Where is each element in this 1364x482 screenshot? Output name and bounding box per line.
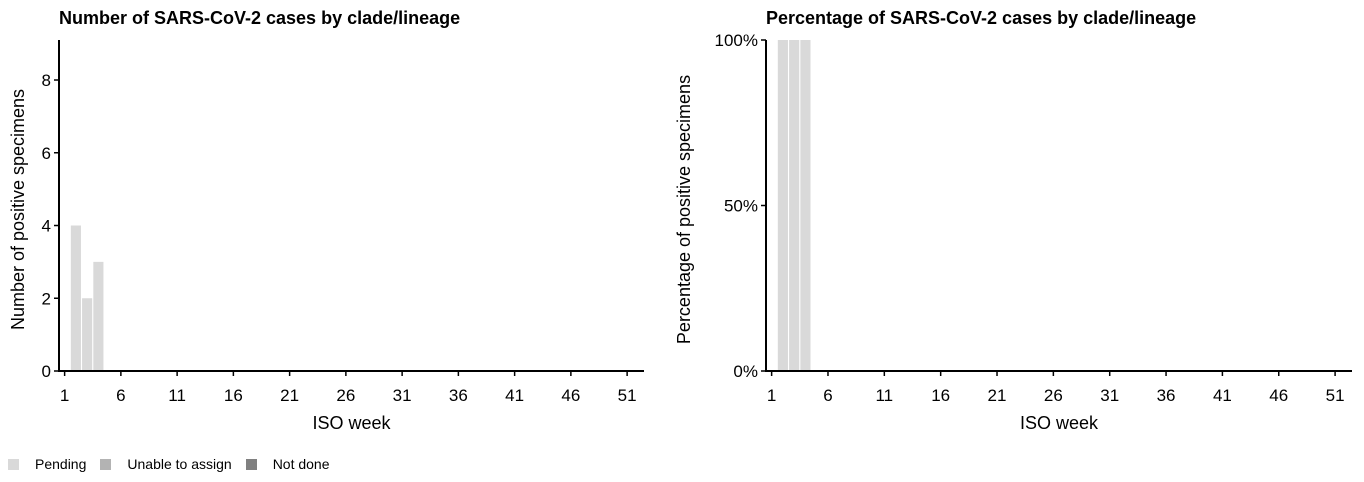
- legend-item-unable: Unable to assign: [100, 456, 232, 472]
- pct-x-tick-label: 6: [823, 386, 832, 405]
- legend-swatch-pending: [8, 458, 19, 470]
- legend-item-pending: Pending: [8, 456, 86, 472]
- count-x-tick-label: 46: [561, 386, 580, 405]
- legend-label-not-done: Not done: [272, 456, 330, 472]
- pct-x-axis-title: ISO week: [1020, 413, 1099, 433]
- count-x-tick-label: 16: [224, 386, 243, 405]
- legend: Pending Unable to assign Not done: [8, 456, 344, 472]
- count-bar-week-2-series-0: [70, 225, 81, 371]
- pct-y-tick-label: 0%: [733, 362, 758, 381]
- pct-chart-title: Percentage of SARS-CoV-2 cases by clade/…: [766, 8, 1196, 28]
- legend-item-not-done: Not done: [245, 456, 330, 472]
- count-x-axis-title: ISO week: [312, 413, 391, 433]
- pct-x-tick-label: 36: [1157, 386, 1176, 405]
- count-x-tick-label: 26: [336, 386, 355, 405]
- pct-x-tick-label: 21: [988, 386, 1007, 405]
- pct-y-tick-label: 100%: [715, 31, 758, 50]
- legend-swatch-not-done: [245, 458, 257, 470]
- count-x-tick-label: 36: [449, 386, 468, 405]
- pct-x-tick-label: 46: [1269, 386, 1288, 405]
- count-x-tick-label: 11: [168, 386, 186, 405]
- count-x-tick-label: 6: [116, 386, 125, 405]
- count-x-tick-label: 41: [505, 386, 524, 405]
- pct-x-tick-label: 26: [1044, 386, 1063, 405]
- count-x-tick-label: 21: [280, 386, 299, 405]
- pct-x-tick-label: 1: [767, 386, 776, 405]
- count-bar-week-4-series-0: [93, 261, 104, 371]
- pct-bar-week-2-series-0: [777, 40, 788, 371]
- count-x-tick-label: 1: [60, 386, 69, 405]
- pct-x-tick-label: 11: [875, 386, 893, 405]
- pct-bar-week-3-series-0: [789, 40, 800, 371]
- pct-bar-week-4-series-0: [800, 40, 811, 371]
- pct-x-tick-label: 41: [1213, 386, 1232, 405]
- count-x-tick-label: 51: [618, 386, 637, 405]
- count-y-tick-label: 8: [42, 71, 51, 90]
- count-bar-week-3-series-0: [82, 298, 93, 371]
- count-y-tick-label: 2: [42, 289, 51, 308]
- pct-y-axis-title: Percentage of positive specimens: [674, 75, 694, 344]
- pct-x-tick-label: 51: [1326, 386, 1345, 405]
- count-y-tick-label: 6: [42, 144, 51, 163]
- legend-swatch-unable: [100, 458, 112, 470]
- pct-y-tick-label: 50%: [724, 197, 758, 216]
- pct-x-tick-label: 16: [931, 386, 950, 405]
- count-y-axis-title: Number of positive specimens: [8, 89, 28, 330]
- legend-label-unable: Unable to assign: [127, 456, 232, 472]
- count-y-tick-label: 4: [42, 217, 51, 236]
- count-y-tick-label: 0: [42, 362, 51, 381]
- legend-label-pending: Pending: [35, 456, 87, 472]
- count-x-tick-label: 31: [393, 386, 412, 405]
- count-chart-title: Number of SARS-CoV-2 cases by clade/line…: [59, 8, 460, 28]
- pct-x-tick-label: 31: [1100, 386, 1119, 405]
